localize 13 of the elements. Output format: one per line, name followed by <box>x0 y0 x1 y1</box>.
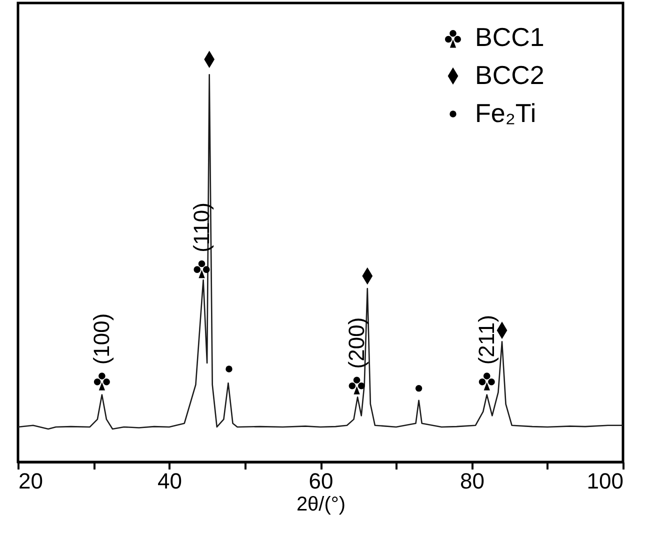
legend-label: BCC1 <box>475 22 544 52</box>
x-axis-title: 2θ/(°) <box>296 494 346 516</box>
annotation: (100) <box>88 313 114 365</box>
x-tick-label: 80 <box>460 468 484 494</box>
x-tick-label: 60 <box>308 468 334 494</box>
annotation: (211) <box>474 314 499 365</box>
legend-label: Fe₂Ti <box>475 98 536 128</box>
legend-label: BCC2 <box>475 60 544 90</box>
x-tick-label: 20 <box>18 468 43 494</box>
annotation: (110) <box>188 202 214 252</box>
annotation: (200) <box>344 317 369 369</box>
x-tick-label: 100 <box>586 468 624 494</box>
x-tick-label: 40 <box>158 468 182 494</box>
